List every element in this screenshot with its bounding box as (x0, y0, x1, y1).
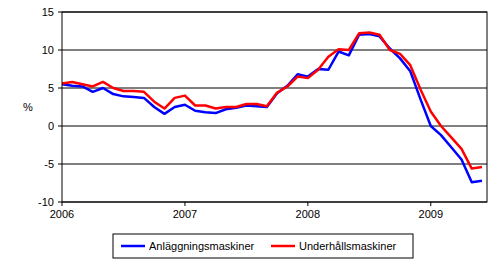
y-tick-label: 5 (48, 82, 54, 94)
plot-area (62, 12, 487, 202)
y-tick-label: -5 (44, 158, 54, 170)
y-tick (58, 126, 62, 127)
x-tick (307, 202, 308, 206)
y-tick (58, 12, 62, 13)
x-tick-label: 2007 (173, 208, 197, 220)
grid-line (62, 126, 487, 127)
legend-swatch (121, 245, 145, 248)
series-line (62, 33, 482, 169)
y-tick (58, 50, 62, 51)
plot-frame (62, 12, 487, 202)
y-tick (58, 164, 62, 165)
series-group (62, 33, 482, 183)
series-line (62, 34, 482, 182)
y-tick-label: 15 (42, 6, 54, 18)
legend: Anläggningsmaskiner Underhållsmaskiner (113, 234, 413, 258)
grid-line (62, 88, 487, 89)
legend-box (113, 234, 413, 258)
x-tick (430, 202, 431, 206)
y-tick-label: 0 (48, 120, 54, 132)
y-tick-label: 10 (42, 44, 54, 56)
y-tick (58, 202, 62, 203)
grid-line (62, 50, 487, 51)
x-tick (184, 202, 185, 206)
y-tick-label: -10 (38, 196, 54, 208)
chart: -10 -5 0 5 10 15% 2006 2007 2008 2009 Anläggningsm… (0, 0, 497, 268)
legend-swatch (271, 245, 295, 248)
x-tick-label: 2009 (419, 208, 443, 220)
legend-label: Anläggningsmaskiner (149, 240, 255, 252)
legend-label: Underhållsmaskiner (299, 240, 397, 252)
y-tick (58, 88, 62, 89)
x-tick (62, 202, 63, 206)
x-tick-label: 2006 (50, 208, 74, 220)
x-tick-label: 2008 (296, 208, 320, 220)
grid-line (62, 164, 487, 165)
y-axis-label: % (23, 101, 33, 113)
